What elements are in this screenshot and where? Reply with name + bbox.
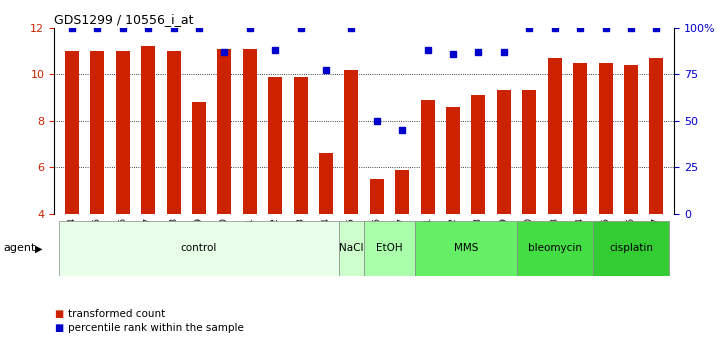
Text: agent: agent [4,244,36,253]
Bar [141,46,155,214]
Bar [370,179,384,214]
Text: EtOH: EtOH [376,244,403,253]
Text: transformed count: transformed count [68,309,166,319]
Bar [268,77,282,214]
Bar [217,49,231,214]
Text: control: control [181,244,217,253]
Bar [167,51,180,214]
Bar [497,90,511,214]
Bar [516,221,593,276]
Bar [446,107,460,214]
Bar [415,221,516,276]
Bar [364,221,415,276]
Bar [472,95,485,214]
Bar [573,62,587,214]
Bar [65,51,79,214]
Bar [624,65,638,214]
Bar [243,49,257,214]
Bar [59,221,339,276]
Text: MMS: MMS [454,244,478,253]
Text: ▶: ▶ [35,244,42,253]
Text: GDS1299 / 10556_i_at: GDS1299 / 10556_i_at [54,13,193,27]
Text: ■: ■ [54,323,63,333]
Bar [115,51,130,214]
Text: ■: ■ [54,309,63,319]
Text: bleomycin: bleomycin [528,244,582,253]
Bar [293,77,308,214]
Bar [650,58,663,214]
Text: cisplatin: cisplatin [609,244,653,253]
Bar [192,102,206,214]
Bar [319,153,333,214]
Bar [345,69,358,214]
Text: percentile rank within the sample: percentile rank within the sample [68,323,244,333]
Text: NaCl: NaCl [339,244,363,253]
Bar [420,100,435,214]
Bar [548,58,562,214]
Bar [593,221,669,276]
Bar [90,51,105,214]
Bar [522,90,536,214]
Bar [598,62,613,214]
Bar [395,170,410,214]
Bar [339,221,364,276]
